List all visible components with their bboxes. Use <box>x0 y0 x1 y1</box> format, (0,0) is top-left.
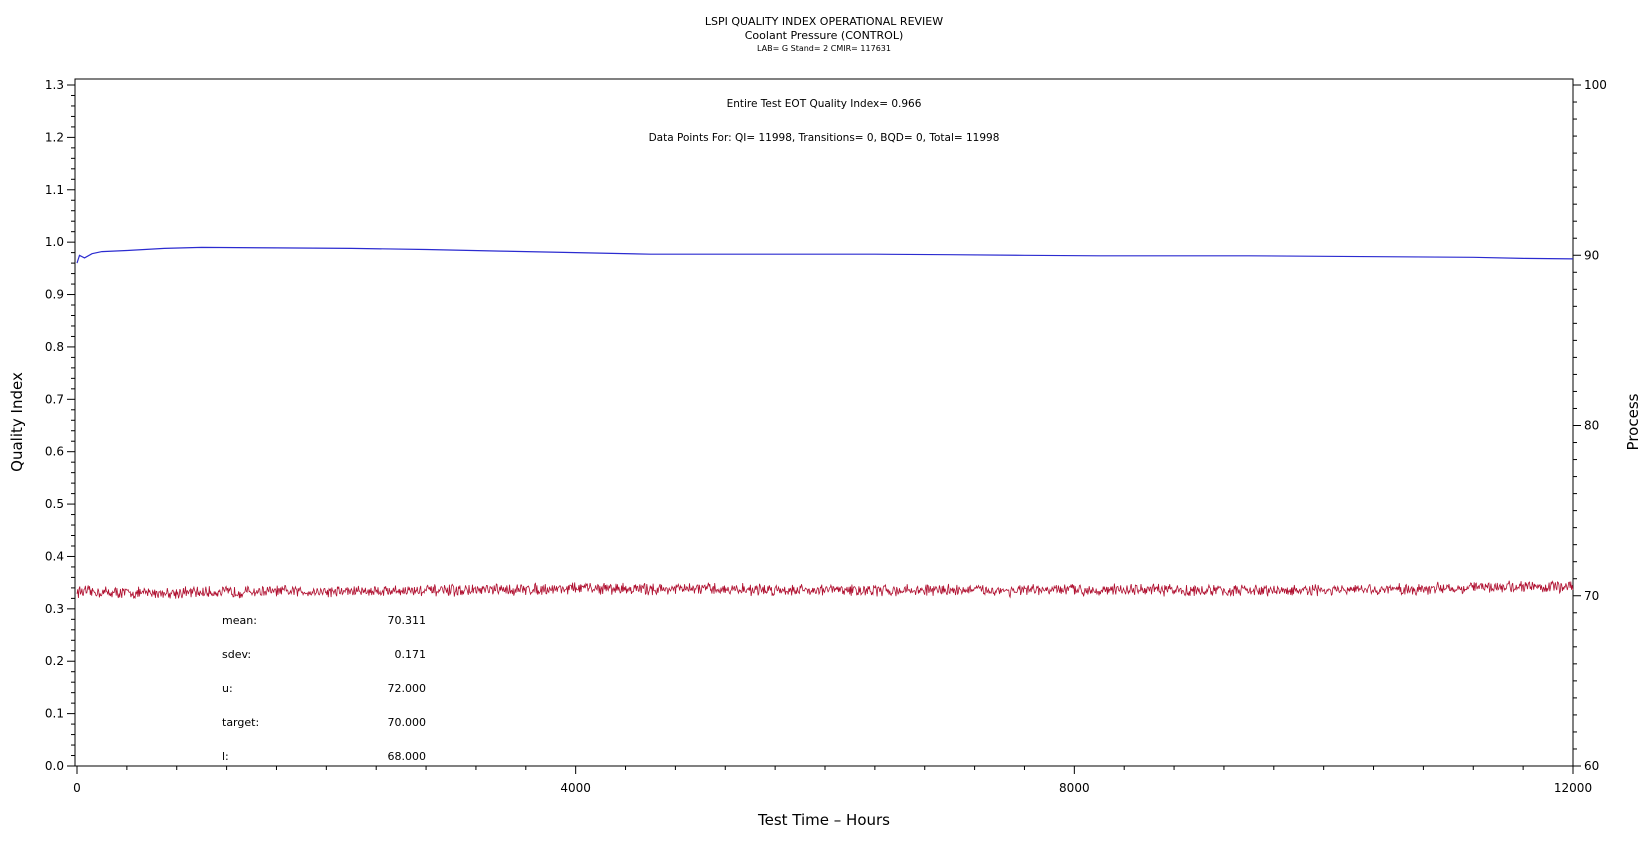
y-right-tick-label: 90 <box>1584 248 1599 262</box>
y-left-tick-label: 0.6 <box>45 445 64 459</box>
stat-value: 70.311 <box>388 614 427 627</box>
stat-label: l: <box>222 750 229 763</box>
x-tick-label: 12000 <box>1554 781 1592 795</box>
stat-value: 70.000 <box>388 716 427 729</box>
stat-value: 72.000 <box>388 682 427 695</box>
stat-label: u: <box>222 682 233 695</box>
y-right-tick-label: 60 <box>1584 759 1599 773</box>
chart-title: LSPI QUALITY INDEX OPERATIONAL REVIEW <box>705 15 943 28</box>
x-tick-label: 8000 <box>1059 781 1090 795</box>
series-quality-index-line <box>76 246 1574 264</box>
chart-subtitle: Coolant Pressure (CONTROL) <box>745 29 904 42</box>
series-process-trace <box>76 580 1574 600</box>
y-left-tick-label: 1.2 <box>45 130 64 144</box>
y-right-tick-label: 70 <box>1584 589 1599 603</box>
x-tick-label: 4000 <box>560 781 591 795</box>
y-left-tick-label: 0.3 <box>45 602 64 616</box>
x-axis-label: Test Time – Hours <box>757 811 890 829</box>
y-left-tick-label: 0.1 <box>45 707 64 721</box>
y-left-tick-label: 0.5 <box>45 497 64 511</box>
plot-frame <box>74 78 1574 767</box>
y-left-tick-label: 0.7 <box>45 392 64 406</box>
y-left-tick-label: 0.2 <box>45 654 64 668</box>
y-left-tick-label: 1.3 <box>45 78 64 92</box>
stat-label: sdev: <box>222 648 251 661</box>
x-tick-label: 0 <box>73 781 81 795</box>
chart-subtitle-lab: LAB= G Stand= 2 CMIR= 117631 <box>757 44 891 53</box>
eot-quality-annotation: Entire Test EOT Quality Index= 0.966 <box>727 98 922 110</box>
stat-value: 0.171 <box>395 648 427 661</box>
y-right-tick-label: 80 <box>1584 419 1599 433</box>
y-left-tick-label: 0.0 <box>45 759 64 773</box>
y-axis-right-label: Process <box>1624 393 1642 450</box>
y-left-tick-label: 1.1 <box>45 183 64 197</box>
y-left-tick-label: 0.8 <box>45 340 64 354</box>
y-left-tick-label: 0.9 <box>45 288 64 302</box>
y-left-tick-label: 0.4 <box>45 549 64 563</box>
y-right-tick-label: 100 <box>1584 78 1607 92</box>
data-points-annotation: Data Points For: QI= 11998, Transitions=… <box>649 132 1000 144</box>
y-axis-left-label: Quality Index <box>8 372 26 472</box>
stat-label: target: <box>222 716 259 729</box>
y-left-tick-label: 1.0 <box>45 235 64 249</box>
stat-value: 68.000 <box>388 750 427 763</box>
stat-label: mean: <box>222 614 257 627</box>
